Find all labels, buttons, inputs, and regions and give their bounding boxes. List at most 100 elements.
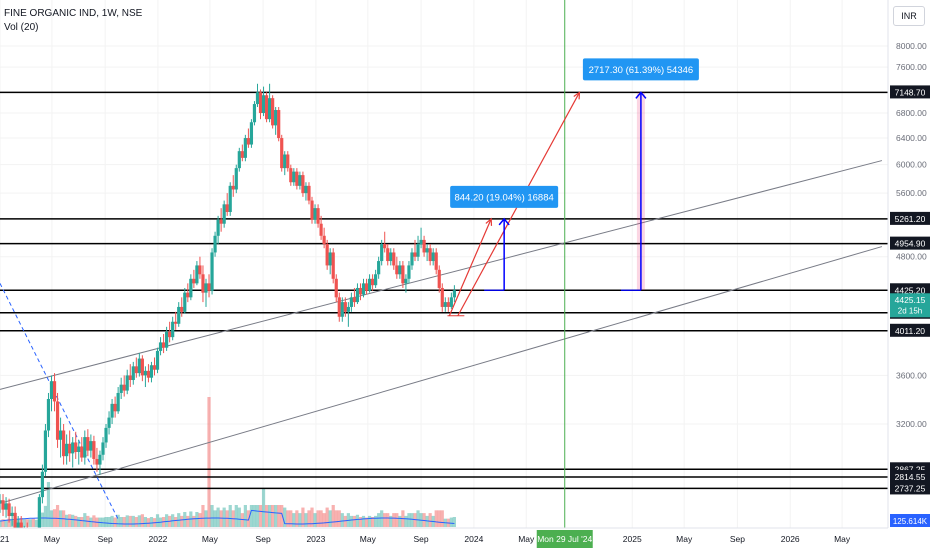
volume-bar [249,505,254,527]
price-tick-label: 6000.00 [896,160,927,170]
candle-body [440,287,444,307]
price-marker-label: 2867.25 [895,464,926,474]
volume-bar [134,517,138,527]
candle-body [443,302,447,307]
price-tick-label: 6800.00 [896,108,927,118]
volume-bar [268,505,272,527]
trendline [0,283,119,520]
measure-label: 2717.30 (61.39%) 54346 [589,65,694,76]
candle-body [422,239,426,253]
candle-body [198,265,202,275]
price-axis-layer: 8000.00 7600.00 6800.00 6400.00 6000.00 5600.… [887,0,932,550]
volume-bar [110,515,114,527]
candle-body [225,204,229,212]
candle-body [452,290,456,298]
candle-body [389,252,393,262]
volume-bar [340,513,344,527]
volume-bar [389,515,393,527]
time-tick-label: 2024 [464,534,483,544]
candle-body [289,168,293,183]
currency-button[interactable]: INR [893,6,925,26]
candle-body [425,248,429,253]
candle-body [313,208,317,220]
candle-body [68,443,72,454]
candle-body [46,398,51,431]
candle-body [367,278,372,291]
time-tick-label: Sep [98,534,113,544]
volume-bar [237,507,241,527]
time-tick-label: 2025 [623,534,642,544]
candle-body [243,138,247,158]
volume-bar [352,515,357,527]
candle-body [413,252,417,257]
candles-layer [0,83,456,550]
volume-bar [404,515,408,527]
candle-body [274,110,278,126]
volume-bar [22,519,26,527]
candle-body [364,283,369,291]
volume-bar [165,514,169,527]
time-tick-label: Sep [414,534,429,544]
candle-body [343,302,347,312]
price-marker-label: 2814.55 [895,472,926,482]
volume-bar [355,514,360,527]
volume-bar [383,513,387,527]
volume-bar [280,505,284,527]
symbol-title: FINE ORGANIC IND, 1W, NSE [4,8,143,19]
volume-bar [40,512,45,527]
volume-bar [222,507,226,527]
candle-body [292,171,296,183]
volume-bar [104,517,108,527]
time-tick-label: May [44,534,61,544]
candle-body [16,522,20,528]
volume-bar [298,513,302,527]
candle-body [107,417,111,428]
time-tick-label: May [676,534,693,544]
candle-body [122,384,126,391]
volume-bar [155,514,160,527]
candle-body [437,269,441,288]
candle-body [80,446,84,458]
volume-bar [213,510,217,527]
candle-body [434,252,438,270]
candle-body [349,297,353,307]
candle-body [419,239,423,245]
price-marker-badge [890,85,930,99]
volume-ma-line [0,509,455,525]
candle-body [177,306,181,324]
candle-body [201,274,205,293]
candle-body [13,512,17,528]
volume-bar [307,510,311,527]
candle-body [104,427,108,443]
volume-bar [234,505,238,527]
candle-body [92,441,96,459]
volume-bar [410,513,414,527]
volume-bar [398,515,402,527]
candle-body [116,392,120,412]
price-marker-label: 7148.70 [895,87,926,97]
candle-body [255,92,260,105]
candle-body [58,430,63,440]
candle-body [346,306,350,312]
projection-arrow-short [448,218,492,317]
candle-body [328,252,332,266]
time-tick-label: May [202,534,219,544]
candle-body [4,503,8,510]
price-marker-badge [890,481,930,495]
candle-body [228,185,232,212]
candle-body [252,104,257,123]
volume-bar [370,517,375,527]
time-tick-label: 2021 [0,534,10,544]
volume-bar [83,513,87,527]
candle-body [234,168,238,190]
grid-layer [0,0,888,544]
volume-bar [55,505,60,527]
candle-body [195,265,199,284]
volume-bar [331,505,335,527]
volume-bar [195,512,199,527]
time-tick-label: May [360,534,377,544]
measure-arrow-head [498,217,510,226]
candle-body [149,365,154,378]
volume-bar [34,519,38,527]
